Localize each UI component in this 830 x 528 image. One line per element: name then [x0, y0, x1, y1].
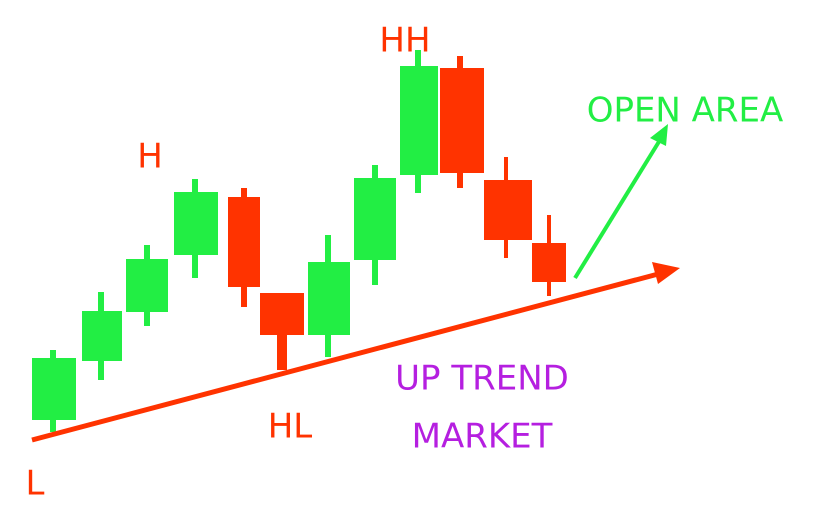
candles	[32, 50, 566, 432]
label-low: L	[26, 464, 45, 504]
open-area-arrowhead	[650, 124, 668, 146]
label-trend: UP TREND	[395, 359, 569, 399]
label-trend: MARKET	[412, 417, 553, 457]
candle	[260, 293, 304, 335]
candle	[400, 66, 438, 175]
candle	[354, 178, 396, 260]
candle	[82, 311, 122, 361]
label-high: H	[137, 137, 163, 177]
trend-arrowhead	[652, 262, 680, 284]
candle	[174, 192, 218, 255]
label-higher-high: HH	[379, 21, 430, 61]
candle	[440, 68, 484, 173]
trend-line	[31, 270, 663, 443]
open-area-arrow	[573, 138, 662, 280]
candle	[532, 243, 566, 282]
candle	[126, 259, 168, 312]
label-open-area: OPEN AREA	[587, 91, 784, 131]
candle	[32, 358, 76, 420]
candle	[308, 262, 350, 335]
candle	[228, 197, 260, 287]
label-higher-low: HL	[268, 407, 313, 447]
candle	[484, 180, 532, 240]
